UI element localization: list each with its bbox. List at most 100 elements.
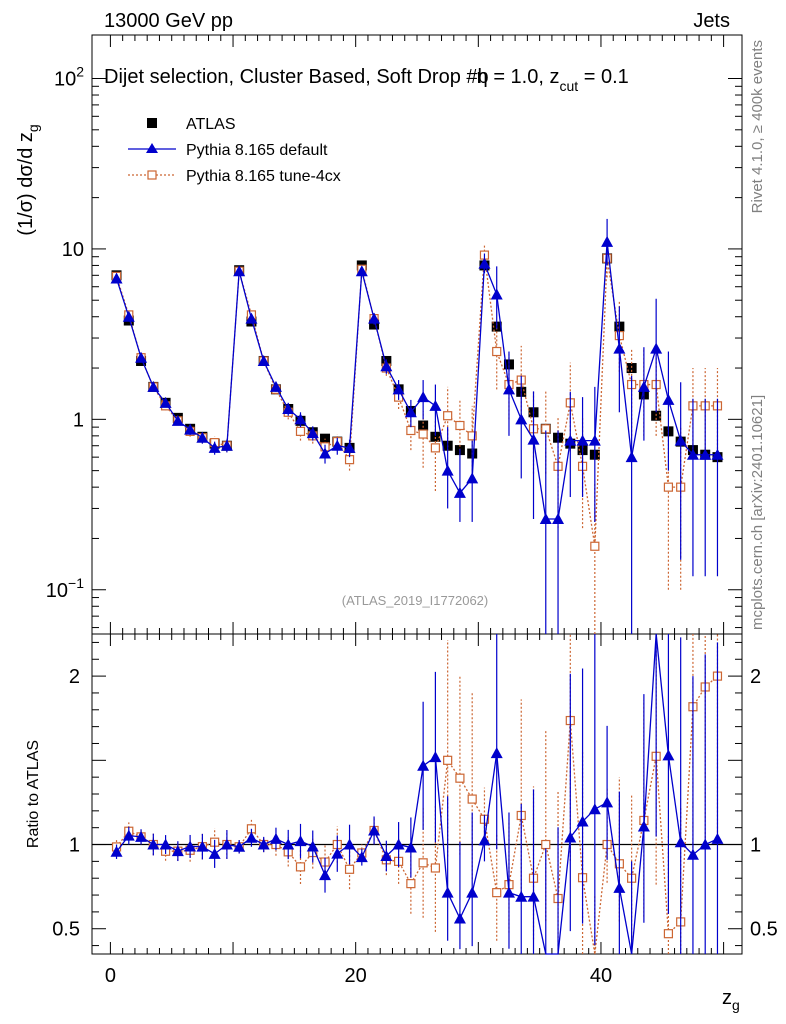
default-ratio-point [245,831,258,843]
atlas-main-point [418,420,429,431]
default-main-point [539,513,552,525]
default-ratio-line [116,633,718,955]
tune-ratio-point [443,755,453,765]
default-ratio-point [282,838,295,850]
default-ratio-point [392,838,405,850]
legend-marker-atlas [147,118,157,128]
default-main-point [637,380,650,392]
default-ratio-point [196,840,209,852]
tune-ratio-point [467,794,477,804]
default-main-point [650,342,663,354]
main-y-label-100: 102 [54,64,84,91]
default-ratio-point [441,886,454,898]
default-main-point [368,312,381,324]
x-tick-label: 0 [105,965,116,987]
default-ratio-point [233,840,246,852]
tune-ratio-point [663,929,674,939]
default-main-point [171,414,184,426]
ratio-y-axis-label: Ratio to ATLAS [25,740,42,848]
default-main-point [686,448,699,460]
tune-main-point [418,429,428,439]
default-ratio-point [490,747,503,759]
tune-ratio-point [295,862,306,872]
default-main-point [208,441,221,453]
title-beta-value: = 1.0, z [488,66,560,88]
default-main-point [245,312,258,324]
default-ratio-point [306,840,319,852]
default-ratio-point [711,832,724,844]
default-main-point [343,441,356,453]
default-main-point [404,406,417,418]
default-main-point [527,433,540,445]
default-main-point [184,423,197,435]
header-energy: 13000 GeV pp [104,10,233,32]
default-ratio-point [257,838,270,850]
main-y-label-10: 10 [62,239,84,261]
main-y-label-1: 1 [73,409,84,431]
default-main-point [196,431,209,443]
main-y-label-0p1-base: 10 [46,580,68,602]
default-main-point [380,360,393,372]
default-main-point [392,383,405,395]
legend: ATLAS Pythia 8.165 default Pythia 8.165 … [128,116,341,185]
default-ratio-point [601,796,614,808]
default-main-point [490,288,503,300]
default-ratio-point [466,886,479,898]
default-ratio-point [122,829,135,841]
default-ratio-point [502,886,515,898]
default-main-point [417,391,430,403]
default-main-point [355,265,368,277]
default-ratio-point [184,840,197,852]
default-ratio-point [404,841,417,853]
default-ratio-point [319,869,332,881]
tune-main-point [590,541,600,551]
main-y-axis-label-text: (1/σ) dσ/d z [15,132,37,236]
atlas-main-point [430,431,441,442]
legend-marker-default [146,143,158,153]
default-ratio-point [674,836,687,848]
mcplots-info: mcplots.cern.ch [arXiv:2401.10621] [749,395,766,630]
ratio-series-layer [110,633,724,955]
ratio-y-label-right: 1 [750,835,761,857]
chart-title: Dijet selection, Cluster Based, Soft Dro… [104,66,629,94]
default-ratio-point [429,751,442,763]
default-ratio-point [576,815,589,827]
default-main-point [147,380,160,392]
default-main-point [674,434,687,446]
legend-label-atlas: ATLAS [186,116,236,133]
main-y-label-100-exp: 2 [76,64,84,80]
x-tick-label: 20 [345,965,367,987]
x-axis-label-text: z [722,987,732,1009]
tune-ratio-point [541,839,551,850]
default-ratio-point [343,838,356,850]
default-ratio-point [515,890,528,902]
default-main-point [502,383,515,395]
default-ratio-point [699,838,712,850]
default-main-point [588,434,601,446]
default-main-point [441,464,454,476]
tune-ratio-point [455,773,465,783]
default-ratio-point [478,834,491,846]
default-ratio-point [269,832,282,844]
default-main-point [429,399,442,411]
default-main-point [453,486,466,498]
default-ratio-point [613,881,626,893]
default-ratio-point [564,831,577,843]
default-ratio-point [662,749,675,761]
default-main-point [233,265,246,277]
default-ratio-point [637,820,650,832]
tune-ratio-point [418,858,428,868]
default-main-point [269,380,282,392]
ratio-y-label-right: 0.5 [750,919,778,941]
default-main-point [306,427,319,439]
tune-main-point [443,411,453,421]
tune-main-point [663,482,674,492]
main-y-label-0p1: 10−1 [46,575,84,602]
default-ratio-point [135,830,148,842]
tune-main-point [467,431,477,441]
ratio-frame [91,633,743,955]
default-ratio-point [588,803,601,815]
tune-ratio-point [344,864,355,874]
